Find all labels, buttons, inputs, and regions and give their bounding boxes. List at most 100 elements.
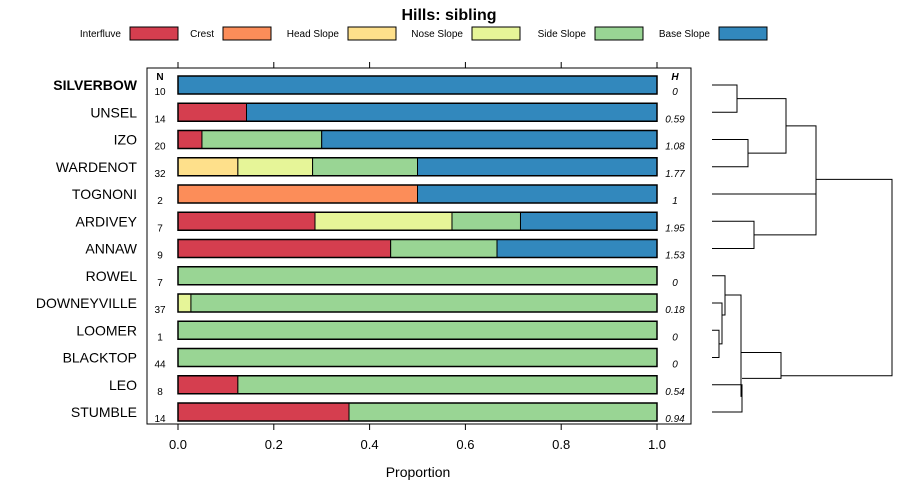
- n-value: 7: [157, 223, 163, 234]
- row-loomer: LOOMER 1 0: [76, 320, 678, 343]
- h-value: 0: [672, 332, 678, 343]
- h-value: 0.54: [665, 387, 685, 398]
- bar-outline: [177, 402, 658, 422]
- bar-segment-nose-slope: [314, 211, 453, 231]
- bar-outline: [177, 184, 658, 204]
- n-value: 14: [154, 414, 166, 425]
- bar-outline: [177, 375, 658, 395]
- h-value: 1.77: [665, 169, 685, 180]
- row-label: ANNAW: [85, 241, 137, 257]
- n-value: 37: [154, 305, 166, 316]
- row-unsel: UNSEL 14 0.59: [90, 102, 685, 125]
- n-value: 10: [154, 87, 166, 98]
- bar-segment-interfluve: [177, 130, 203, 149]
- row-tognoni: TOGNONI 2 1: [72, 184, 678, 207]
- dendrogram-link: [725, 294, 742, 397]
- legend-swatch-side-slope: [594, 26, 644, 41]
- x-tick-label: 0.8: [552, 437, 570, 452]
- legend-swatch-nose-slope: [471, 26, 521, 41]
- bar-segment-base-slope: [417, 157, 658, 177]
- bar-segment-head-slope: [177, 157, 239, 177]
- h-value: 1.08: [665, 142, 685, 153]
- dendrogram-link: [712, 302, 723, 345]
- h-value: 0: [672, 360, 678, 371]
- h-value: 1.95: [665, 223, 685, 234]
- bar-segment-base-slope: [496, 239, 658, 258]
- row-label: DOWNEYVILLE: [36, 295, 137, 311]
- plot-frame: [146, 67, 692, 425]
- row-silverbow: SILVERBOW 10 0: [53, 75, 678, 98]
- bar-outline: [177, 320, 658, 340]
- bar-segment-interfluve: [177, 239, 392, 258]
- x-tick-label: 0.6: [456, 437, 474, 452]
- bar-outline: [177, 238, 658, 259]
- bar-segment-base-slope: [177, 75, 658, 95]
- legend: Interfluve Crest Head Slope Nose Slope Side …: [80, 26, 768, 41]
- n-value: 44: [154, 360, 166, 371]
- legend-label-nose-slope: Nose Slope: [411, 29, 463, 40]
- n-header: N: [156, 72, 163, 83]
- row-wardenot: WARDENOT 32 1.77: [56, 157, 685, 180]
- x-tick-label: 0.2: [265, 437, 283, 452]
- legend-swatch-crest: [222, 26, 272, 41]
- n-value: 1: [157, 332, 163, 343]
- row-label: WARDENOT: [56, 159, 138, 175]
- n-value: 9: [157, 251, 163, 262]
- bar-segment-side-slope: [201, 130, 323, 149]
- bar-segment-interfluve: [177, 102, 247, 122]
- legend-swatch-head-slope: [347, 26, 397, 41]
- n-value: 8: [157, 387, 163, 398]
- legend-label-head-slope: Head Slope: [287, 29, 340, 40]
- legend-label-crest: Crest: [190, 29, 214, 40]
- legend-label-interfluve: Interfluve: [80, 29, 122, 40]
- h-value: 1.53: [665, 251, 685, 262]
- row-stumble: STUMBLE 14 0.94: [71, 402, 685, 425]
- dendrogram-link: [741, 352, 782, 379]
- bar-outline: [177, 211, 658, 231]
- n-value: 2: [157, 196, 163, 207]
- bar-outline: [177, 157, 658, 177]
- row-label: UNSEL: [90, 104, 137, 120]
- h-value: 0.94: [665, 414, 685, 425]
- bar-segment-side-slope: [312, 157, 418, 177]
- x-tick-label: 0.4: [361, 437, 379, 452]
- row-rowel: ROWEL 7 0: [86, 266, 678, 289]
- row-label: ARDIVEY: [76, 213, 138, 229]
- dendrogram-link: [712, 84, 738, 113]
- n-value: 7: [157, 278, 163, 289]
- n-value: 14: [154, 114, 166, 125]
- dendrogram-link: [737, 98, 787, 154]
- h-value: 1: [672, 196, 678, 207]
- row-label: ROWEL: [86, 268, 138, 284]
- bar-segment-nose-slope: [177, 293, 192, 313]
- bar-segment-side-slope: [451, 211, 521, 231]
- row-ardivey: ARDIVEY 7 1.95: [76, 211, 685, 234]
- legend-label-base-slope: Base Slope: [659, 29, 711, 40]
- bar-segment-nose-slope: [237, 157, 314, 177]
- dendrogram-link: [754, 125, 817, 236]
- h-value: 0: [672, 278, 678, 289]
- x-tick-label: 0.0: [169, 437, 187, 452]
- dendrogram-link: [712, 220, 755, 249]
- legend-swatch-base-slope: [718, 26, 768, 41]
- h-value: 0: [672, 87, 678, 98]
- bar-segment-side-slope: [177, 320, 658, 340]
- n-value: 20: [154, 142, 166, 153]
- row-label: LOOMER: [76, 322, 137, 338]
- bar-outline: [177, 75, 658, 95]
- chart-title: Hills: sibling: [401, 7, 496, 24]
- bar-segment-side-slope: [237, 375, 658, 395]
- bar-segment-side-slope: [348, 402, 658, 422]
- bar-outline: [177, 293, 658, 313]
- dendrogram-link: [781, 178, 893, 377]
- bar-segment-base-slope: [321, 130, 658, 149]
- bar-segment-base-slope: [519, 211, 658, 231]
- bar-outline: [177, 129, 658, 150]
- h-value: 0.59: [665, 114, 685, 125]
- row-downeyville: DOWNEYVILLE 37 0.18: [36, 293, 685, 316]
- x-axis: 0.0 0.2 0.4 0.6 0.8 1.0: [169, 62, 666, 452]
- bar-outline: [177, 102, 658, 122]
- row-annaw: ANNAW 9 1.53: [85, 238, 685, 262]
- n-value: 32: [154, 169, 166, 180]
